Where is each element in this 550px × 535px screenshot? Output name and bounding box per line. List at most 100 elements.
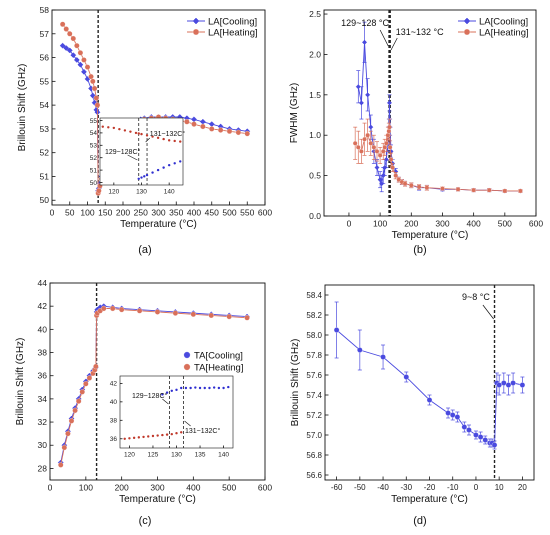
data-point (482, 437, 488, 443)
x-tick-label: 0 (50, 208, 55, 218)
y-tick-label: 58 (40, 5, 50, 15)
data-point (59, 42, 66, 49)
x-tick-label: 250 (134, 208, 148, 218)
x-tick-label: 50 (65, 208, 75, 218)
inset-annotation: 131~132C° (185, 427, 221, 435)
y-tick-label: 56.8 (306, 451, 322, 460)
x-tick-label: 100 (373, 219, 387, 229)
inset-data-point (170, 432, 173, 436)
data-point (496, 382, 502, 388)
y-tick-label: 32 (38, 417, 48, 427)
data-point (88, 73, 94, 80)
inset-data-point (140, 132, 143, 136)
x-tick-label: 400 (187, 208, 201, 218)
x-tick-label: 600 (258, 483, 272, 493)
x-axis-label: Temperature (°C) (120, 219, 197, 230)
panel-label: (d) (413, 515, 426, 527)
data-point (86, 375, 93, 381)
y-tick-label: 34 (38, 394, 48, 404)
data-point (403, 374, 410, 380)
x-tick-label: -30 (400, 483, 412, 492)
inset-annotation: 129~128C° (105, 148, 141, 156)
data-point (362, 136, 367, 142)
inset-data-point (208, 386, 211, 390)
data-point (510, 380, 516, 386)
inset-data-point (167, 139, 171, 142)
y-tick-label: 40 (38, 324, 48, 334)
data-point (67, 31, 73, 37)
data-point (491, 442, 498, 448)
y-tick-label: 38 (110, 418, 118, 425)
data-point (90, 78, 96, 85)
x-tick-label: 130 (171, 452, 182, 459)
y-tick-label: 57.4 (306, 391, 322, 400)
inset-data-point (137, 177, 140, 180)
inset-data-point (180, 431, 183, 434)
y-tick-label: 44 (38, 278, 48, 288)
data-point (358, 100, 364, 106)
data-point (380, 149, 386, 154)
x-tick-label: 135 (195, 452, 206, 459)
legend-marker (183, 351, 191, 359)
panel-label: (b) (413, 244, 426, 256)
inset-arrow (162, 398, 169, 405)
data-point (80, 68, 87, 75)
data-point (387, 144, 393, 150)
x-tick-label: 0 (474, 483, 479, 492)
inset-data-point (198, 386, 202, 390)
inset-data-point (132, 436, 136, 440)
data-point (89, 92, 96, 99)
data-point (454, 414, 461, 420)
x-tick-label: 140 (164, 189, 175, 196)
inset-arrow (184, 420, 191, 427)
data-point (393, 173, 399, 178)
inset-data-point (175, 432, 178, 435)
x-axis-label: Temperature (°C) (391, 494, 468, 505)
x-tick-label: 300 (150, 483, 164, 493)
data-point (505, 382, 512, 388)
data-point (77, 61, 84, 68)
x-tick-label: 130 (136, 189, 147, 196)
data-point (109, 305, 116, 312)
inset-data-point (112, 126, 116, 130)
inset-data-point (145, 134, 149, 137)
y-tick-label: 58.4 (306, 291, 322, 300)
data-point (424, 185, 430, 191)
data-point (382, 164, 388, 171)
inset-data-point (161, 433, 164, 437)
data-point (365, 132, 370, 138)
inset-data-point (156, 136, 160, 140)
y-tick-label: 57.6 (306, 371, 322, 380)
data-point (96, 187, 102, 194)
inset-data-point (162, 137, 165, 141)
data-point (191, 121, 197, 127)
annotation-label: 131~132 °C (396, 27, 444, 37)
data-point (91, 85, 98, 92)
x-tick-label: 600 (529, 219, 543, 229)
data-point (73, 56, 80, 63)
x-tick-label: 500 (222, 208, 236, 218)
y-axis-label: Brillouin Shift (GHz) (15, 338, 26, 426)
x-tick-label: 20 (518, 483, 527, 492)
x-tick-label: 0 (347, 219, 352, 229)
data-point (74, 42, 80, 49)
legend-marker (192, 28, 200, 36)
x-tick-label: 150 (98, 208, 112, 218)
x-tick-label: 400 (467, 219, 481, 229)
inset-data-point (156, 434, 159, 437)
inset-data-point (134, 131, 138, 135)
data-point (501, 380, 507, 386)
data-point (118, 306, 125, 313)
inset-chart: 120 125 130 135 140 36 38 40 42 129~128C° 131~132C… (110, 375, 234, 459)
x-tick-label: 125 (148, 452, 159, 459)
y-tick-label: 28 (38, 463, 48, 473)
y-tick-label: 2.5 (309, 9, 321, 19)
legend-label: LA[Heating] (208, 28, 258, 39)
data-point (208, 312, 214, 319)
data-point (477, 434, 484, 440)
x-tick-label: 0 (48, 483, 53, 493)
x-tick-label: 550 (240, 208, 254, 218)
x-tick-label: 350 (169, 208, 183, 218)
data-point (390, 165, 395, 170)
